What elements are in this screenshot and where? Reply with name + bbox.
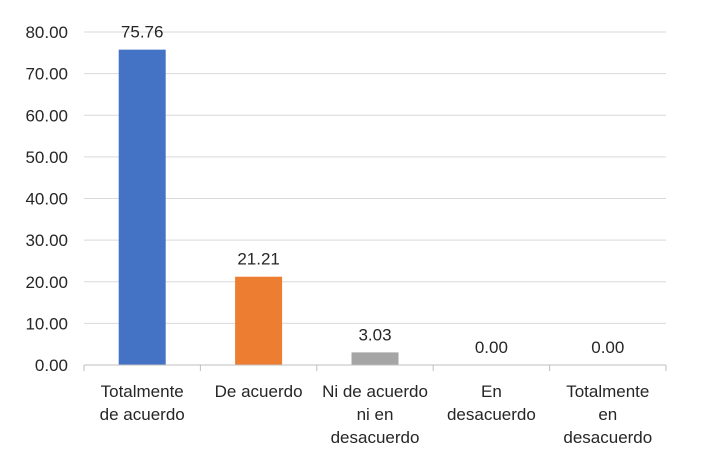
x-axis: Totalmente de acuerdo De acuerdo Ni de acue… [83, 364, 667, 447]
y-tick-label: 20.00 [25, 273, 68, 292]
gridlines [84, 31, 666, 324]
y-tick-label: 30.00 [25, 231, 68, 250]
bar [235, 276, 283, 365]
x-category-label: Ni de acuerdo ni en desacuerdo [322, 382, 428, 447]
data-labels: 75.76 21.21 3.03 0.00 0.00 [121, 23, 624, 357]
data-label: 3.03 [358, 325, 391, 344]
y-tick-label: 80.00 [25, 23, 68, 42]
y-tick-label: 40.00 [25, 190, 68, 209]
bar [118, 49, 166, 366]
data-label: 0.00 [591, 338, 624, 357]
data-label: 0.00 [475, 338, 508, 357]
bar [351, 352, 399, 365]
y-tick-label: 70.00 [25, 65, 68, 84]
y-axis-tick-labels: 0.00 10.00 20.00 30.00 40.00 50.00 60.00 70.00 8… [25, 23, 68, 375]
x-category-label: En desacuerdo [447, 382, 536, 424]
y-tick-label: 60.00 [25, 106, 68, 125]
bars [118, 49, 399, 366]
x-category-label: Totalmente en desacuerdo [563, 382, 652, 447]
y-tick-label: 10.00 [25, 314, 68, 333]
y-tick-label: 50.00 [25, 148, 68, 167]
data-label: 75.76 [121, 23, 164, 42]
x-category-label: Totalmente de acuerdo [100, 382, 185, 424]
data-label: 21.21 [237, 250, 280, 269]
y-tick-label: 0.00 [35, 356, 68, 375]
x-category-label: De acuerdo [215, 382, 303, 401]
